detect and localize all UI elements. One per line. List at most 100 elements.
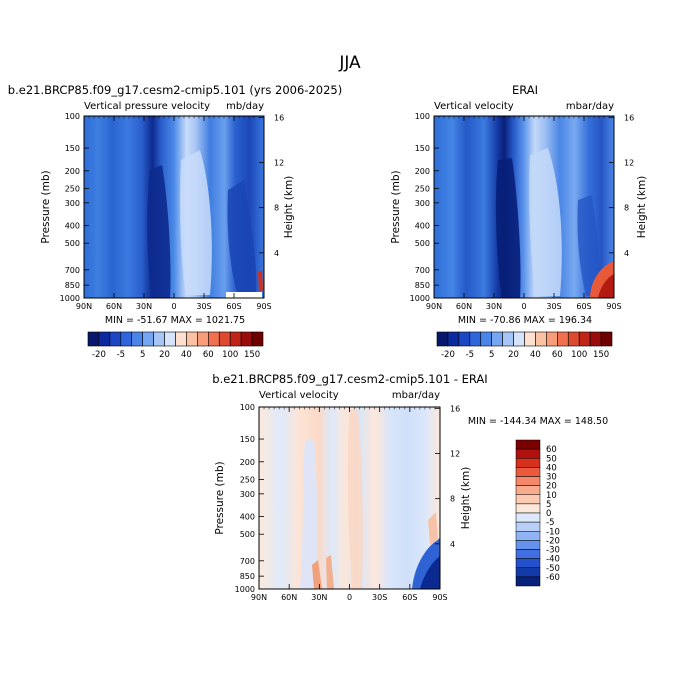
panel-erai-y-label: Pressure (mb) [390,170,402,243]
panel-diff-colorbar-box [515,576,541,587]
panel-erai-colorbar-box [600,331,613,347]
panel-model-sh-ascent [227,180,257,296]
panel-erai-right-string: mbar/day [566,101,614,112]
panel-diff-anomaly-b [347,410,363,589]
panel-erai-x-tick-label: 30N [486,302,502,311]
panel-erai-colorbar-box [513,331,525,347]
panel-model-colorbar-box [175,331,187,347]
panel-diff-stats: MIN = -144.34 MAX = 148.50 [468,416,608,427]
panel-model-y-tick-label: 150 [65,144,80,153]
panel-diff-anomaly-c [312,560,322,589]
panel-erai: ERAI Vertical velocity mbar/day 90N 60N 30… [390,83,648,360]
panel-erai-y-tick-label: 400 [415,222,430,231]
panel-diff-y-right-tick-label: 16 [450,404,460,413]
panel-diff-x-tick-label: 30N [311,593,327,602]
panel-model-colorbar-label: 60 [203,350,214,360]
panel-erai-y-tick-label: 100 [415,112,430,121]
panel-model-y-right-tick-label: 8 [274,204,279,213]
panel-erai-colorbar-label: -20 [441,350,455,360]
panel-diff-y-right-tick-label: 12 [450,450,460,459]
panel-diff-polar-edge [428,512,438,545]
panel-erai-deep-ascent [495,158,521,298]
panel-diff-colorbar-label: 60 [546,445,557,455]
panel-model-title: b.e21.BRCP85.f09_g17.cesm2-cmip5.101 (yr… [8,83,342,97]
panel-model-x-tick-label: 0 [171,302,176,311]
panel-erai-y-tick-label: 250 [415,184,430,193]
panel-diff-colorbar-label: 20 [546,482,557,492]
panel-erai-polar-descent-core [598,274,614,298]
panel-diff-y-right-tick-label: 8 [450,495,455,504]
panel-model-subsidence-core [180,150,212,295]
panel-erai-colorbar-box [578,331,591,347]
panel-diff-y-right-label: Height (km) [460,467,472,530]
panel-model-x-tick-label: 90N [76,302,92,311]
panel-model-y-tick-label: 700 [65,266,80,275]
panel-erai-colorbar-box [447,331,460,347]
panel-model-right-string: mb/day [226,101,264,112]
panel-erai-x-tick-label: 90S [606,302,621,311]
panel-erai-colorbar-box [458,331,471,347]
panel-model-colorbar-box [142,331,154,347]
panel-erai-colorbar-label: 40 [530,350,541,360]
panel-model-colorbar-box [109,331,122,347]
panel-model-colorbar-label: -5 [117,350,125,360]
panel-erai-y-right-tick-label: 4 [624,249,629,258]
panel-diff-title: b.e21.BRCP85.f09_g17.cesm2-cmip5.101 - E… [212,372,487,386]
panel-erai-colorbar-box [567,331,580,347]
panel-diff-left-string: Vertical velocity [259,390,339,401]
panel-model-colorbar-label: 150 [244,350,260,360]
panel-diff-colorbar-box [515,540,541,550]
panel-diff-colorbar-label: 5 [546,500,551,510]
panel-model-y-right-label: Height (km) [283,176,295,239]
panel-diff-x-tick-label: 90N [251,593,267,602]
panel-erai-y-right-tick-label: 12 [624,159,634,168]
panel-diff-y-tick-label: 300 [240,490,255,499]
panel-erai-colorbar-box [589,331,602,347]
panel-erai-subsidence-core [529,148,562,296]
panel-erai-colorbar-label: 60 [552,350,563,360]
panel-diff-x-tick-label: 90S [432,593,447,602]
panel-diff-y-tick-label: 200 [240,458,255,467]
panel-diff-colorbar-box [515,485,541,495]
panel-diff-x-tick-label: 60N [281,593,297,602]
panel-model-colorbar-box [218,331,231,347]
panel-model-y-tick-label: 1000 [60,294,80,303]
panel-erai-x-tick-label: 60S [576,302,591,311]
panel-erai-stats: MIN = -70.86 MAX = 196.34 [458,315,592,326]
panel-model-surface-mask [226,292,262,298]
panel-diff-y-right-tick-label: 4 [450,540,455,549]
panel-erai-colorbar-box [524,331,536,347]
panel-diff-colorbar-box [515,512,541,523]
panel-erai-sh-ascent [577,195,601,296]
panel-erai-y-right-tick-label: 8 [624,204,629,213]
panel-diff-x-tick-label: 0 [347,593,352,602]
panel-model-left-string: Vertical pressure velocity [84,101,210,112]
panel-diff-colorbar-label: -10 [546,527,560,537]
panel-diff-y-tick-label: 150 [240,435,255,444]
panel-diff-colorbar-label: -30 [546,546,560,556]
panel-diff-colorbar-label: 0 [546,509,551,519]
panel-model-y-right-tick-label: 4 [274,249,279,258]
panel-erai-y-tick-label: 150 [415,144,430,153]
panel-diff-y-tick-label: 850 [240,572,255,581]
panel-model-colorbar-box [251,331,264,347]
panel-erai-title: ERAI [512,83,538,97]
panel-diff-colorbar-box [515,494,541,505]
panel-diff-x-tick-label: 60S [402,593,417,602]
panel-diff-colorbar-box [515,531,541,541]
panel-erai-colorbar-box [469,331,482,347]
panel-erai-colorbar-box [480,331,492,347]
panel-model-y-tick-label: 500 [65,239,80,248]
panel-diff-colorbar-box [515,476,541,486]
panel-erai-y-tick-label: 200 [415,167,430,176]
panel-diff-y-label: Pressure (mb) [214,461,226,534]
panel-erai-colorbar-box [546,331,558,347]
panel-diff-x-tick-label: 30S [372,593,387,602]
panel-diff-anomaly-a [300,440,318,589]
panel-erai-colorbar-box [535,331,547,347]
panel-model: b.e21.BRCP85.f09_g17.cesm2-cmip5.101 (yr… [8,83,342,360]
panel-model-x-tick-label: 30S [196,302,211,311]
panel-diff-colorbar-label: -20 [546,536,560,546]
panel-erai-y-tick-label: 500 [415,239,430,248]
panel-diff-y-tick-label: 400 [240,513,255,522]
